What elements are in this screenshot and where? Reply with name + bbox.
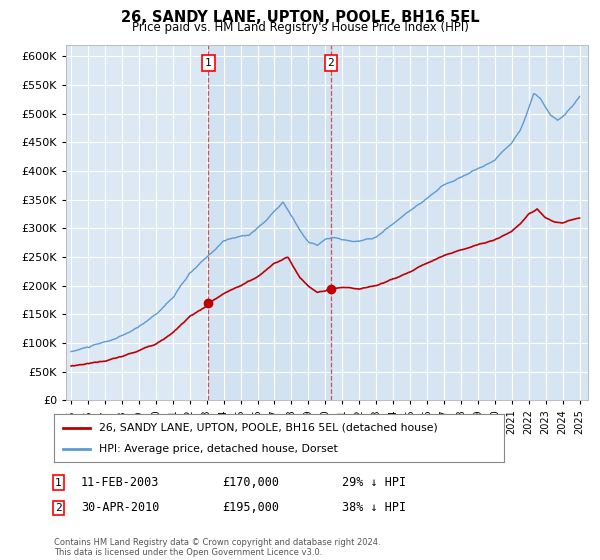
- Text: 11-FEB-2003: 11-FEB-2003: [81, 476, 160, 489]
- Text: £195,000: £195,000: [222, 501, 279, 515]
- Text: £170,000: £170,000: [222, 476, 279, 489]
- Text: HPI: Average price, detached house, Dorset: HPI: Average price, detached house, Dors…: [99, 444, 338, 454]
- Text: 2: 2: [55, 503, 62, 513]
- Bar: [331, 45, 588, 400]
- Bar: [208, 45, 331, 400]
- Text: Contains HM Land Registry data © Crown copyright and database right 2024.
This d: Contains HM Land Registry data © Crown c…: [54, 538, 380, 557]
- Text: 26, SANDY LANE, UPTON, POOLE, BH16 5EL: 26, SANDY LANE, UPTON, POOLE, BH16 5EL: [121, 10, 479, 25]
- Text: 1: 1: [55, 478, 62, 488]
- Text: 38% ↓ HPI: 38% ↓ HPI: [342, 501, 406, 515]
- Text: 1: 1: [205, 58, 212, 68]
- Text: 29% ↓ HPI: 29% ↓ HPI: [342, 476, 406, 489]
- Text: Price paid vs. HM Land Registry's House Price Index (HPI): Price paid vs. HM Land Registry's House …: [131, 21, 469, 34]
- Text: 26, SANDY LANE, UPTON, POOLE, BH16 5EL (detached house): 26, SANDY LANE, UPTON, POOLE, BH16 5EL (…: [99, 423, 438, 433]
- Text: 2: 2: [328, 58, 334, 68]
- Text: 30-APR-2010: 30-APR-2010: [81, 501, 160, 515]
